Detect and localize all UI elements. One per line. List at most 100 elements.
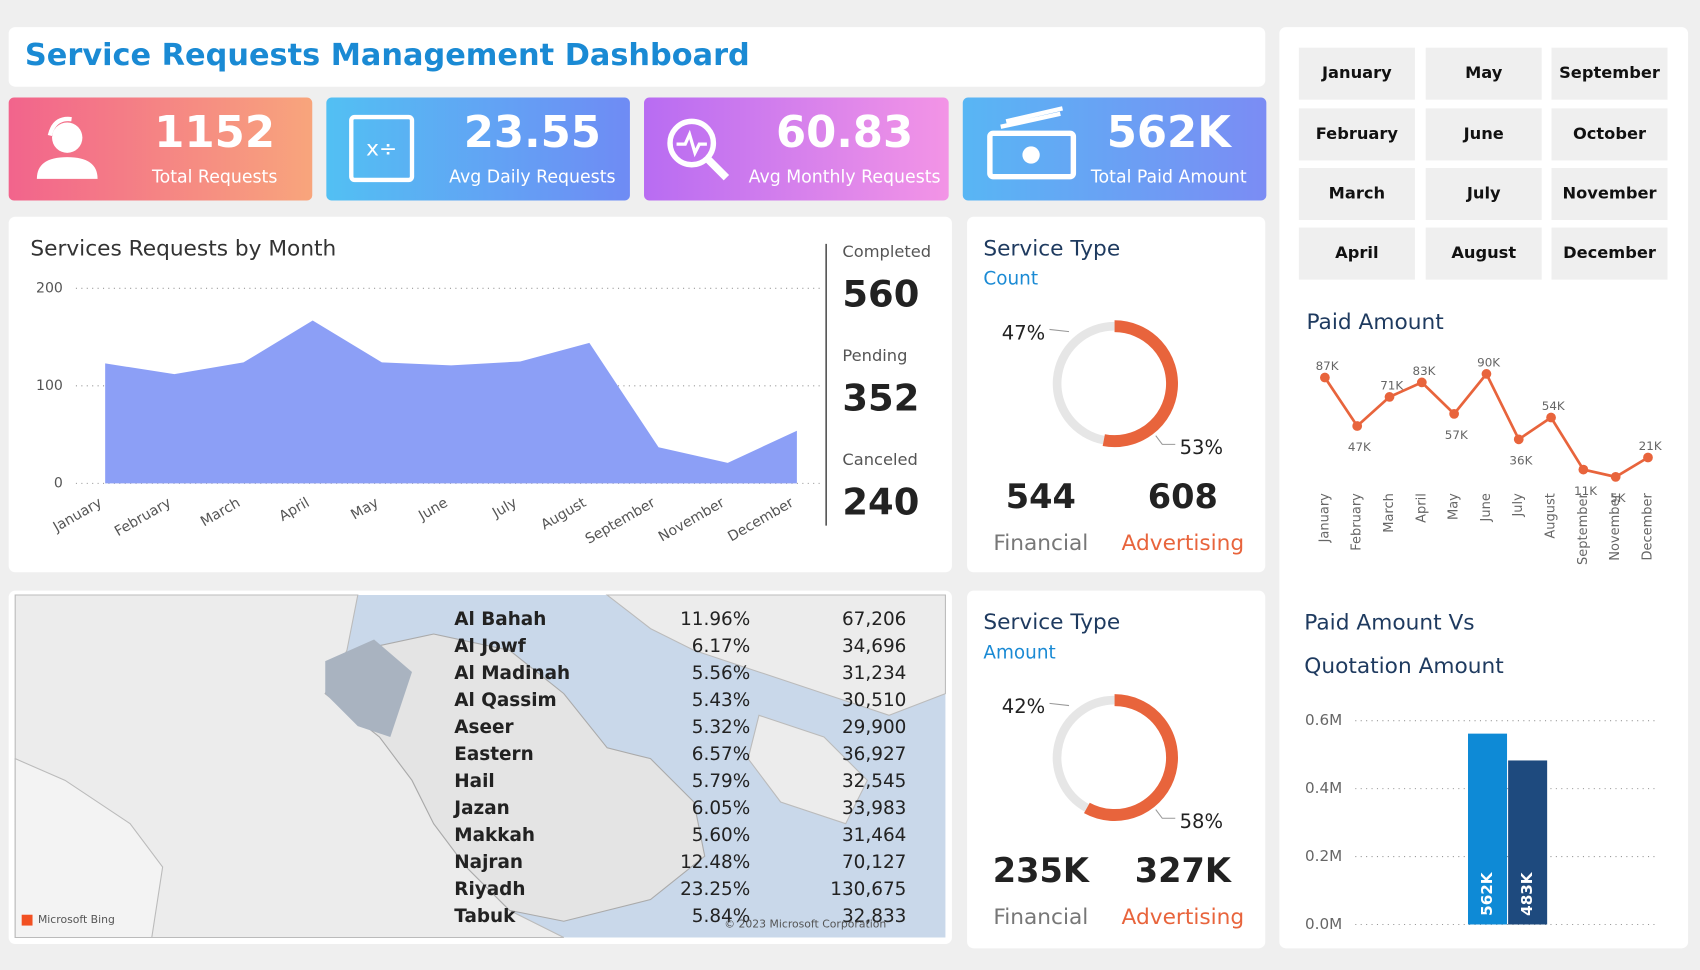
x-tick-label: May [1447, 493, 1462, 520]
data-label: 483K [1518, 871, 1536, 916]
slicer-button[interactable] [1298, 227, 1415, 280]
data-label: 90K [1477, 356, 1501, 370]
region-percent: 11.96% [680, 609, 750, 630]
chart-title: Paid Amount Vs Quotation Amount [1304, 609, 1504, 679]
region-percent: 23.25% [680, 879, 750, 900]
kpi-value: 60.83 [776, 108, 913, 158]
data-label: 83K [1413, 364, 1437, 378]
y-tick-label: 200 [36, 280, 63, 296]
data-label: 5K [1610, 491, 1627, 505]
point [1546, 412, 1556, 423]
donut-slice [1052, 695, 1115, 812]
region-name: Jazan [452, 798, 510, 819]
chart-title: Service Type [983, 610, 1120, 635]
region-name: Al Bahah [454, 609, 546, 630]
region-amount: 34,696 [842, 636, 906, 657]
region-amount: 70,127 [842, 852, 906, 873]
leader-line [1049, 328, 1070, 333]
slicer-label[interactable]: November [1562, 184, 1656, 203]
point [1578, 464, 1589, 475]
slicer-label[interactable]: May [1465, 63, 1503, 82]
slicer-button[interactable] [1551, 108, 1668, 161]
region-percent: 12.48% [680, 852, 750, 873]
slicer-button[interactable] [1298, 108, 1415, 161]
point [1416, 377, 1427, 388]
slicer-button[interactable] [1551, 47, 1668, 100]
data-label: 47% [1002, 321, 1045, 344]
map-copyright: © 2023 Microsoft Corporation [724, 917, 886, 930]
slicer-label[interactable]: October [1573, 124, 1646, 143]
kpi-card [326, 97, 630, 201]
legend-label: Advertising [1122, 531, 1245, 556]
x-tick-label: November [1608, 492, 1623, 560]
region-amount: 29,900 [842, 717, 906, 738]
slicer-button[interactable] [1551, 227, 1668, 280]
legend-label: Financial [993, 905, 1088, 930]
panel [967, 590, 1266, 949]
slicer-button[interactable] [1425, 47, 1542, 100]
region-name: Hail [454, 771, 494, 792]
status-value: 240 [842, 480, 919, 523]
point [1449, 409, 1460, 419]
slicer-label[interactable]: February [1316, 124, 1399, 143]
x-tick-label: August [1544, 493, 1559, 538]
region-amount: 36,927 [842, 744, 906, 765]
y-tick-label: 0.6M [1305, 711, 1342, 729]
kpi-label: Avg Monthly Requests [749, 168, 941, 188]
data-label: 53% [1180, 436, 1223, 459]
region-amount: 31,464 [842, 825, 906, 846]
chart-title: Paid Amount [1306, 310, 1443, 335]
slicer-label[interactable]: March [1329, 184, 1385, 203]
data-label: 11K [1574, 484, 1598, 498]
slicer-button[interactable] [1425, 167, 1542, 221]
region-name: Al Qassim [454, 690, 556, 711]
slicer-label[interactable]: December [1563, 243, 1656, 262]
region-name: Al Jowf [454, 636, 526, 657]
region-name: Aseer [454, 717, 514, 738]
slicer-label[interactable]: September [1559, 63, 1660, 82]
kpi-label: Total Paid Amount [1090, 168, 1247, 188]
point [1320, 372, 1330, 383]
bar [1468, 733, 1508, 925]
region-name: Eastern [454, 744, 533, 765]
data-label: 36K [1509, 453, 1533, 467]
x-tick-label: June [1479, 493, 1494, 522]
data-label: 87K [1316, 359, 1340, 373]
status-label: Completed [842, 242, 931, 261]
slicer-button[interactable] [1298, 47, 1415, 100]
y-tick-label: 0 [54, 475, 63, 491]
data-label: 58% [1180, 810, 1223, 833]
kpi-label: Total Requests [151, 168, 277, 188]
y-tick-label: 0.2M [1305, 847, 1342, 865]
status-label: Pending [842, 346, 907, 365]
slicer-label[interactable]: April [1335, 243, 1378, 262]
title-panel [8, 27, 1266, 87]
slicer-label[interactable]: August [1451, 243, 1516, 262]
region-amount: 130,675 [830, 879, 906, 900]
point [1352, 421, 1363, 431]
slicer-button[interactable] [1551, 167, 1668, 221]
donut-slice [1084, 694, 1178, 821]
slicer-button[interactable] [1425, 108, 1542, 161]
region-amount: 33,983 [842, 798, 906, 819]
slicer-button[interactable] [1425, 227, 1542, 280]
leader-line [1155, 809, 1176, 819]
x-tick-label: July [1511, 493, 1526, 518]
slicer-label[interactable]: January [1321, 63, 1392, 82]
kpi-icons: x÷ [36, 106, 1077, 183]
region-amount: 30,510 [842, 690, 906, 711]
y-tick-label: 0.0M [1305, 915, 1342, 933]
status-value: 352 [842, 376, 919, 419]
slicer-button[interactable] [1298, 167, 1415, 221]
y-tick-label: 100 [36, 378, 63, 394]
x-tick-label: April [1414, 493, 1429, 523]
region-percent: 5.56% [692, 663, 750, 684]
x-tick-label: September [1576, 492, 1591, 564]
region-amount: 32,545 [842, 771, 906, 792]
svg-text:x÷: x÷ [366, 137, 397, 162]
data-label: 562K [1478, 871, 1496, 916]
slicer-label[interactable]: June [1463, 124, 1504, 143]
slicer-label[interactable]: July [1466, 184, 1501, 203]
region-name: Al Madinah [454, 663, 570, 684]
donut-slice [1102, 320, 1178, 448]
